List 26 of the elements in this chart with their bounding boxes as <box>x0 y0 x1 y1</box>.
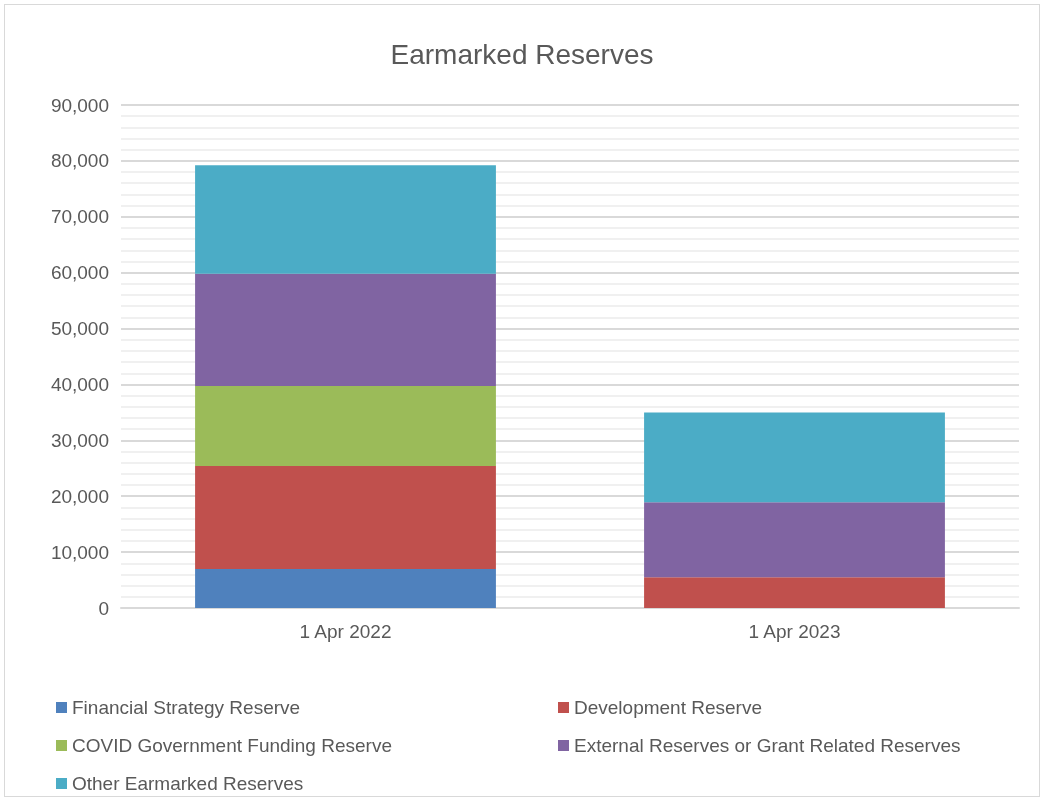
y-tick-label: 80,000 <box>50 150 109 172</box>
bar <box>195 165 496 274</box>
bar <box>195 386 496 467</box>
bar <box>644 577 945 608</box>
y-tick-label: 30,000 <box>50 429 109 451</box>
legend-label: Other Earmarked Reserves <box>72 773 304 794</box>
y-tick-label: 40,000 <box>50 373 109 395</box>
legend-label: External Reserves or Grant Related Reserves <box>574 735 961 756</box>
bar <box>644 502 945 578</box>
y-tick-label: 10,000 <box>50 541 109 563</box>
x-tick-label: 1 Apr 2022 <box>299 621 392 642</box>
y-tick-label: 20,000 <box>50 485 109 507</box>
y-tick-label: 60,000 <box>50 262 109 284</box>
chart-title: Earmarked Reserves <box>390 38 654 70</box>
y-tick-label: 90,000 <box>50 94 109 116</box>
bar <box>644 412 945 503</box>
bar <box>195 568 496 608</box>
bar <box>195 273 496 387</box>
y-tick-label: 0 <box>98 597 109 619</box>
legend-label: COVID Government Funding Reserve <box>72 735 392 756</box>
y-tick-label: 70,000 <box>50 206 109 228</box>
legend-label: Financial Strategy Reserve <box>72 697 301 718</box>
x-tick-label: 1 Apr 2023 <box>748 621 841 642</box>
legend-label: Development Reserve <box>574 697 762 718</box>
y-tick-label: 50,000 <box>50 318 109 340</box>
bar <box>195 466 496 569</box>
